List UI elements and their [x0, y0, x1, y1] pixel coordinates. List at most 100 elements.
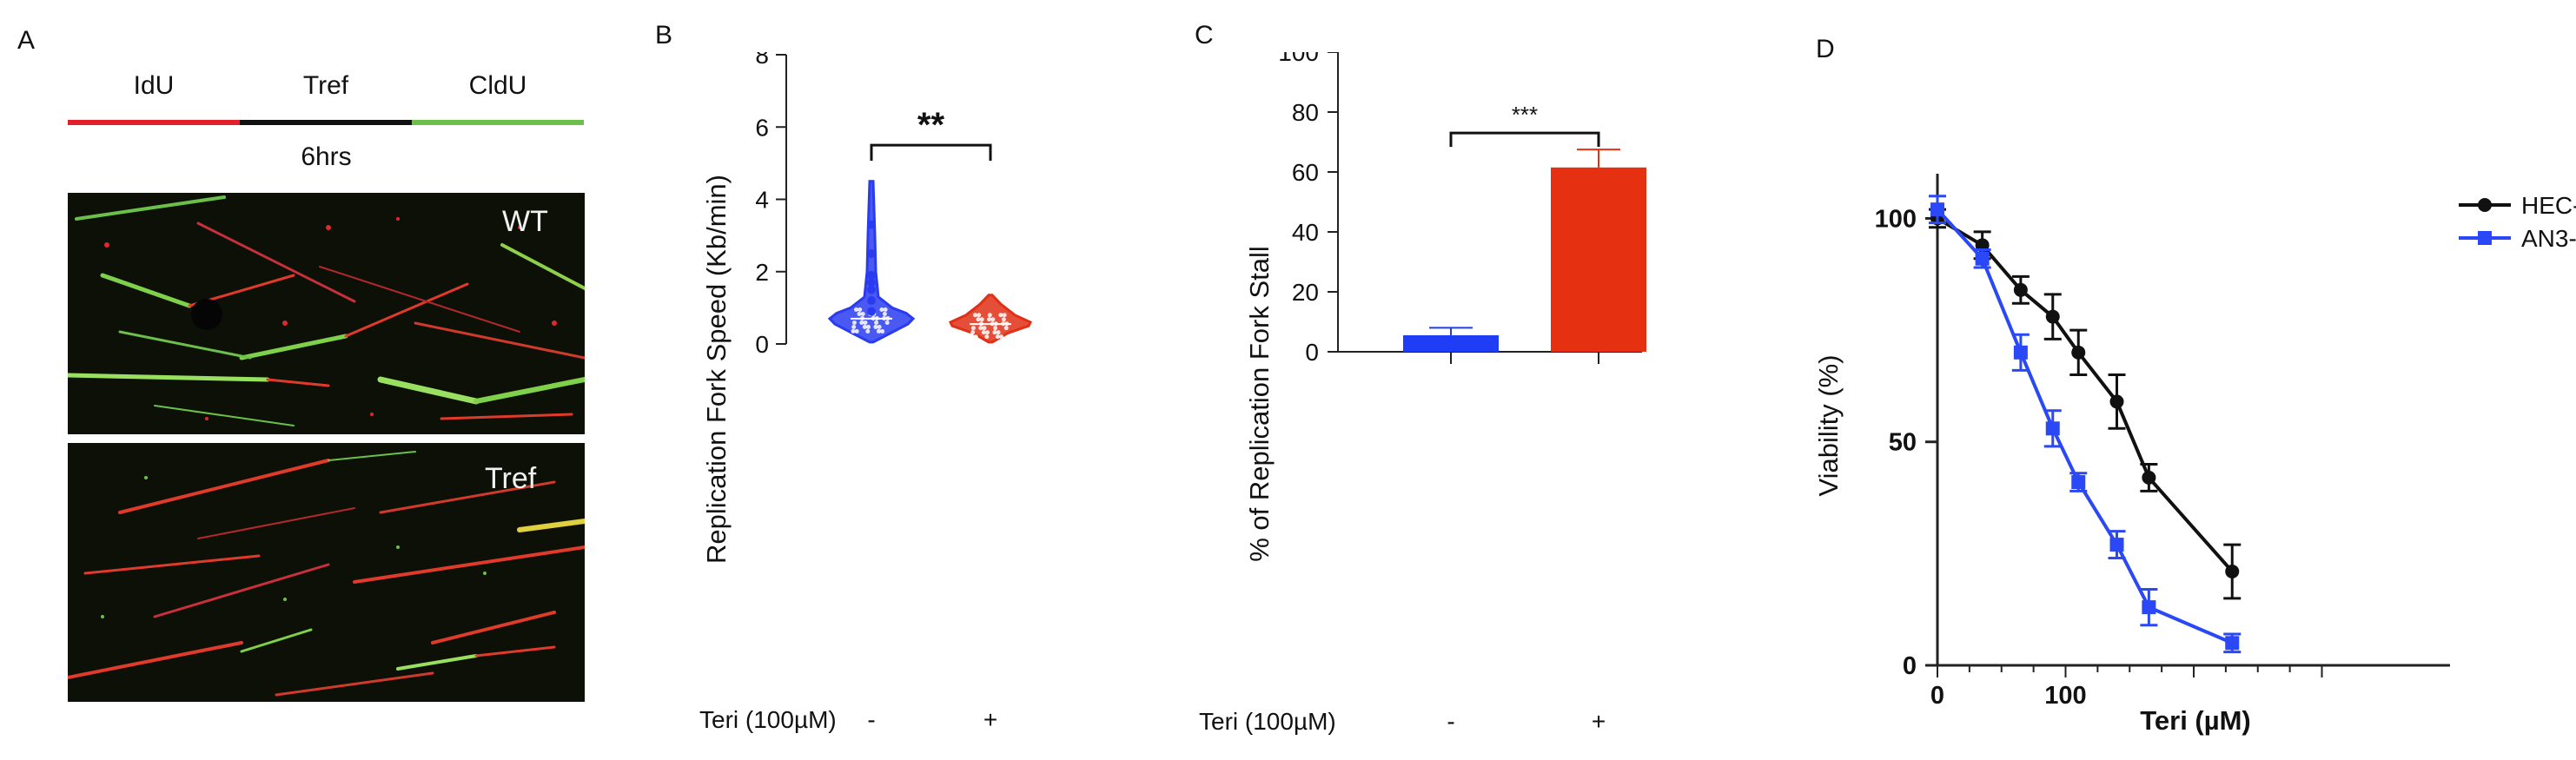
chart-c-y-tick-label: 60	[1292, 159, 1319, 186]
panel-a-letter: A	[17, 26, 36, 55]
violin-point	[858, 307, 863, 312]
idu-bar	[68, 120, 240, 125]
chart-d-legend: HEC-1B AN3-CA	[2459, 192, 2576, 252]
violin-plus	[948, 294, 1033, 344]
violin-point	[873, 324, 878, 329]
chart-c-x-tick-label: +	[1592, 708, 1606, 735]
panel-c-letter: C	[1195, 21, 1214, 50]
violin-point	[860, 311, 865, 316]
chart-c-y-tick-label: 0	[1305, 339, 1319, 366]
violin-outlier	[867, 285, 876, 294]
violin-point	[857, 311, 862, 316]
violin-outlier	[867, 248, 876, 258]
chart-c-y-tick-label: 80	[1292, 99, 1319, 126]
violin-point	[1002, 313, 1007, 318]
series-an3-ca	[1929, 195, 2242, 654]
bar-plus	[1551, 167, 1646, 352]
violin-point	[879, 307, 884, 312]
violin-point	[984, 334, 990, 340]
significance-bracket	[1449, 131, 1600, 148]
violin-minus	[827, 180, 916, 344]
violin-point	[866, 324, 871, 329]
violin-point	[884, 320, 890, 325]
wt-label: WT	[502, 205, 548, 238]
violin-point	[876, 328, 881, 334]
chart-c-condition-label: Teri (100µM)	[1199, 708, 1336, 735]
chart-b-x-tick-label: +	[983, 706, 997, 733]
chart-b-ylabel: Replication Fork Speed (Kb/min)	[701, 175, 732, 564]
cldu-label: CldU	[468, 71, 527, 100]
significance-bracket	[870, 143, 992, 162]
chart-c-x-tick-label: -	[1447, 708, 1454, 735]
data-point	[2071, 475, 2086, 490]
data-point	[1975, 251, 1990, 266]
chart-d: Viability (%) Teri (µM) 0 50 100 0 100 HEC-1…	[1813, 174, 2576, 736]
chart-c-y-tick-label: 20	[1292, 279, 1319, 306]
violin-point	[978, 326, 983, 331]
chart-b-y-tick-label: 0	[755, 331, 769, 358]
wt-fiber-image: WT	[68, 193, 585, 434]
chart-d-xlabel: Teri (µM)	[2140, 705, 2251, 736]
significance-label: **	[917, 106, 945, 144]
data-point	[2045, 309, 2060, 324]
violin-point	[863, 320, 868, 325]
data-point	[2109, 538, 2124, 552]
violin-point	[862, 324, 867, 329]
violin-point	[992, 330, 997, 335]
violin-point	[987, 317, 992, 322]
violin-point	[851, 320, 857, 325]
violin-point	[1003, 326, 1009, 331]
chart-b-y-tick-label: 2	[755, 259, 769, 286]
violin-point	[993, 326, 998, 331]
panel-b-letter: B	[655, 21, 673, 50]
chart-c-ylabel: % of Replication Fork Stall	[1244, 246, 1275, 562]
data-point	[2045, 421, 2060, 436]
data-point	[1930, 202, 1944, 217]
violin-point	[880, 328, 885, 334]
violin-point	[973, 313, 977, 318]
chart-b-y-tick-label: 4	[755, 187, 769, 214]
chart-c-y-tick-label: 40	[1292, 219, 1319, 246]
tref-image-label: Tref	[485, 462, 537, 495]
legend-marker	[2478, 231, 2492, 245]
chart-d-y-tick-label: 100	[1875, 205, 1917, 233]
tref-label: Tref	[302, 71, 349, 100]
violin-outlier	[867, 307, 876, 316]
violin-point	[854, 307, 858, 312]
violin-outlier	[867, 220, 876, 229]
chart-b-y-tick-label: 8	[755, 52, 769, 69]
legend-label: AN3-CA	[2521, 225, 2576, 252]
violin-outlier	[867, 270, 876, 280]
violin-point	[874, 320, 879, 325]
tref-bar	[240, 120, 412, 125]
violin-point	[973, 334, 978, 340]
chart-d-y-tick-label: 50	[1889, 429, 1917, 457]
violin-outlier	[867, 278, 876, 287]
violin-point	[996, 330, 1001, 335]
tref-fiber-image: Tref	[68, 443, 585, 702]
violin-point	[877, 324, 882, 329]
legend-label: HEC-1B	[2521, 192, 2576, 219]
chart-c: % of Replication Fork Stall 0 20 40 60 80 100…	[1199, 52, 1646, 735]
violin-point	[995, 334, 1000, 340]
violin-point	[859, 320, 864, 325]
violin-point	[865, 328, 871, 334]
violin-point	[987, 313, 992, 318]
violin-point	[851, 324, 857, 329]
violin-body	[827, 180, 916, 344]
violin-point	[970, 326, 976, 331]
violin-point	[970, 334, 975, 340]
chart-b-y-tick-label: 6	[755, 114, 769, 141]
cldu-bar	[412, 120, 584, 125]
labeling-timeline: IdU Tref CldU	[68, 71, 585, 132]
violin-point	[985, 330, 990, 335]
violin-point	[990, 317, 996, 322]
series-line	[1936, 208, 2234, 645]
chart-b-x-tick-label: -	[867, 706, 875, 733]
chart-c-y-tick-label: 100	[1278, 52, 1319, 66]
violin-point	[998, 313, 1003, 318]
chart-d-x-tick-label: 0	[1930, 682, 1944, 710]
data-point	[2071, 345, 2086, 360]
data-point	[2142, 600, 2156, 615]
